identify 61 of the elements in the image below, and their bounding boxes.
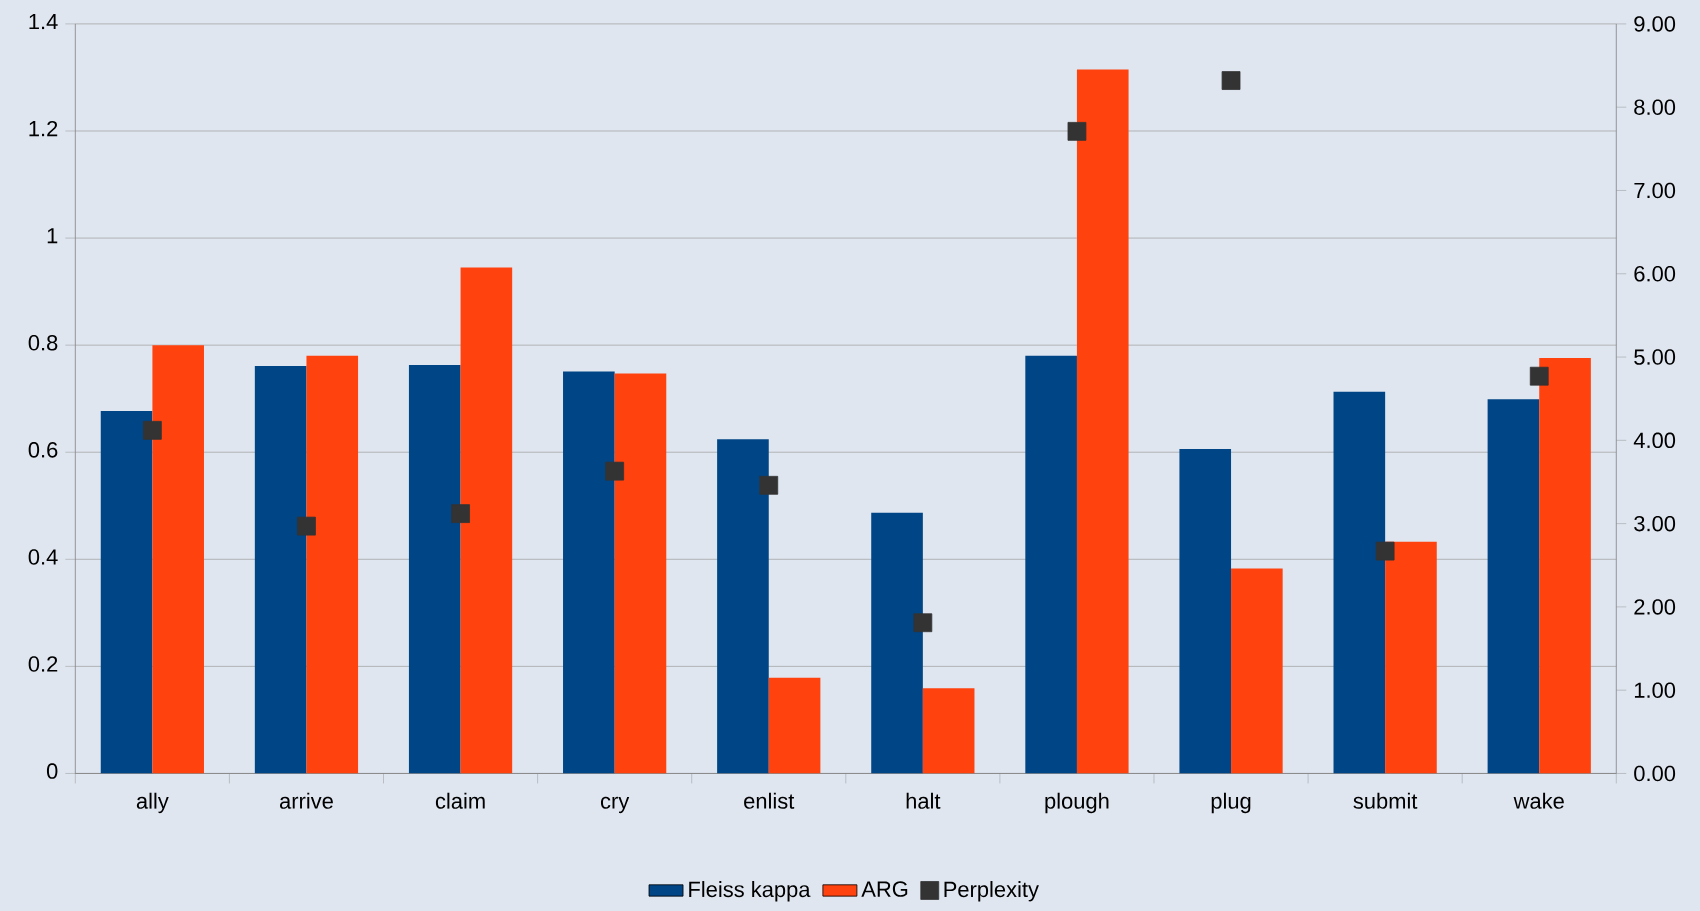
bar [1385,541,1437,774]
bar [614,373,667,774]
bar [717,439,769,774]
y-tick-label: 0.8 [28,335,58,351]
x-tick-label: arrive [279,792,333,809]
y-tick-label: 1.4 [29,14,58,30]
bar [1333,391,1386,774]
bar [1487,399,1540,774]
x-tick-label: claim [435,792,485,809]
bar [1025,355,1077,774]
x-tick-label: halt [906,792,941,809]
bar [922,688,975,774]
x-tick-label: cry [600,796,630,814]
x-tick-label: plough [1045,792,1109,814]
x-tick-label: plug [1211,792,1251,814]
point [1375,541,1395,561]
y2-tick-label: 9.00 [1634,16,1676,32]
y2-tick-label: 7.00 [1634,182,1676,199]
point [605,461,625,481]
y-tick-label: 1 [47,228,58,244]
x-tick-label: ally [136,792,169,814]
y2-tick-label: 1.00 [1634,682,1676,698]
bar [1231,568,1283,774]
y2-tick-label: 8.00 [1634,99,1676,115]
bar [100,411,153,774]
bar [254,366,307,774]
y-tick-label: 0.2 [28,656,58,672]
bar [768,677,821,774]
bar [1539,357,1591,774]
y2-tick-label: 4.00 [1633,432,1676,449]
bar [460,267,513,774]
point [1529,366,1549,386]
y2-tick-label: 3.00 [1634,515,1676,532]
y2-tick-label: 0.00 [1634,765,1676,782]
point [451,504,470,523]
legend-label: ARG [861,881,908,897]
legend-label: Fleiss kappa [689,881,811,902]
x-tick-label: wake [1513,792,1564,809]
bar [152,345,204,774]
point [1067,121,1087,141]
y-tick-label: 0.6 [28,442,58,458]
y-tick-label: 1.2 [29,120,58,137]
legend-label: Perplexity [944,881,1039,902]
y2-tick-label: 5.00 [1634,349,1676,365]
bar [408,364,461,774]
y-tick-label: 0 [46,763,58,779]
x-tick-label: enlist [744,792,795,809]
bar [1076,69,1129,774]
y-tick-label: 0.4 [28,549,58,565]
point [142,420,162,440]
bar [871,512,923,774]
point [913,613,933,633]
point [759,475,779,495]
x-tick-label: submit [1353,792,1418,809]
y2-tick-label: 2.00 [1634,599,1676,615]
y2-tick-label: 6.00 [1634,266,1676,282]
bar [563,371,615,774]
bar [1179,449,1232,774]
bar [306,355,359,774]
point [1221,71,1241,90]
point [297,516,316,536]
